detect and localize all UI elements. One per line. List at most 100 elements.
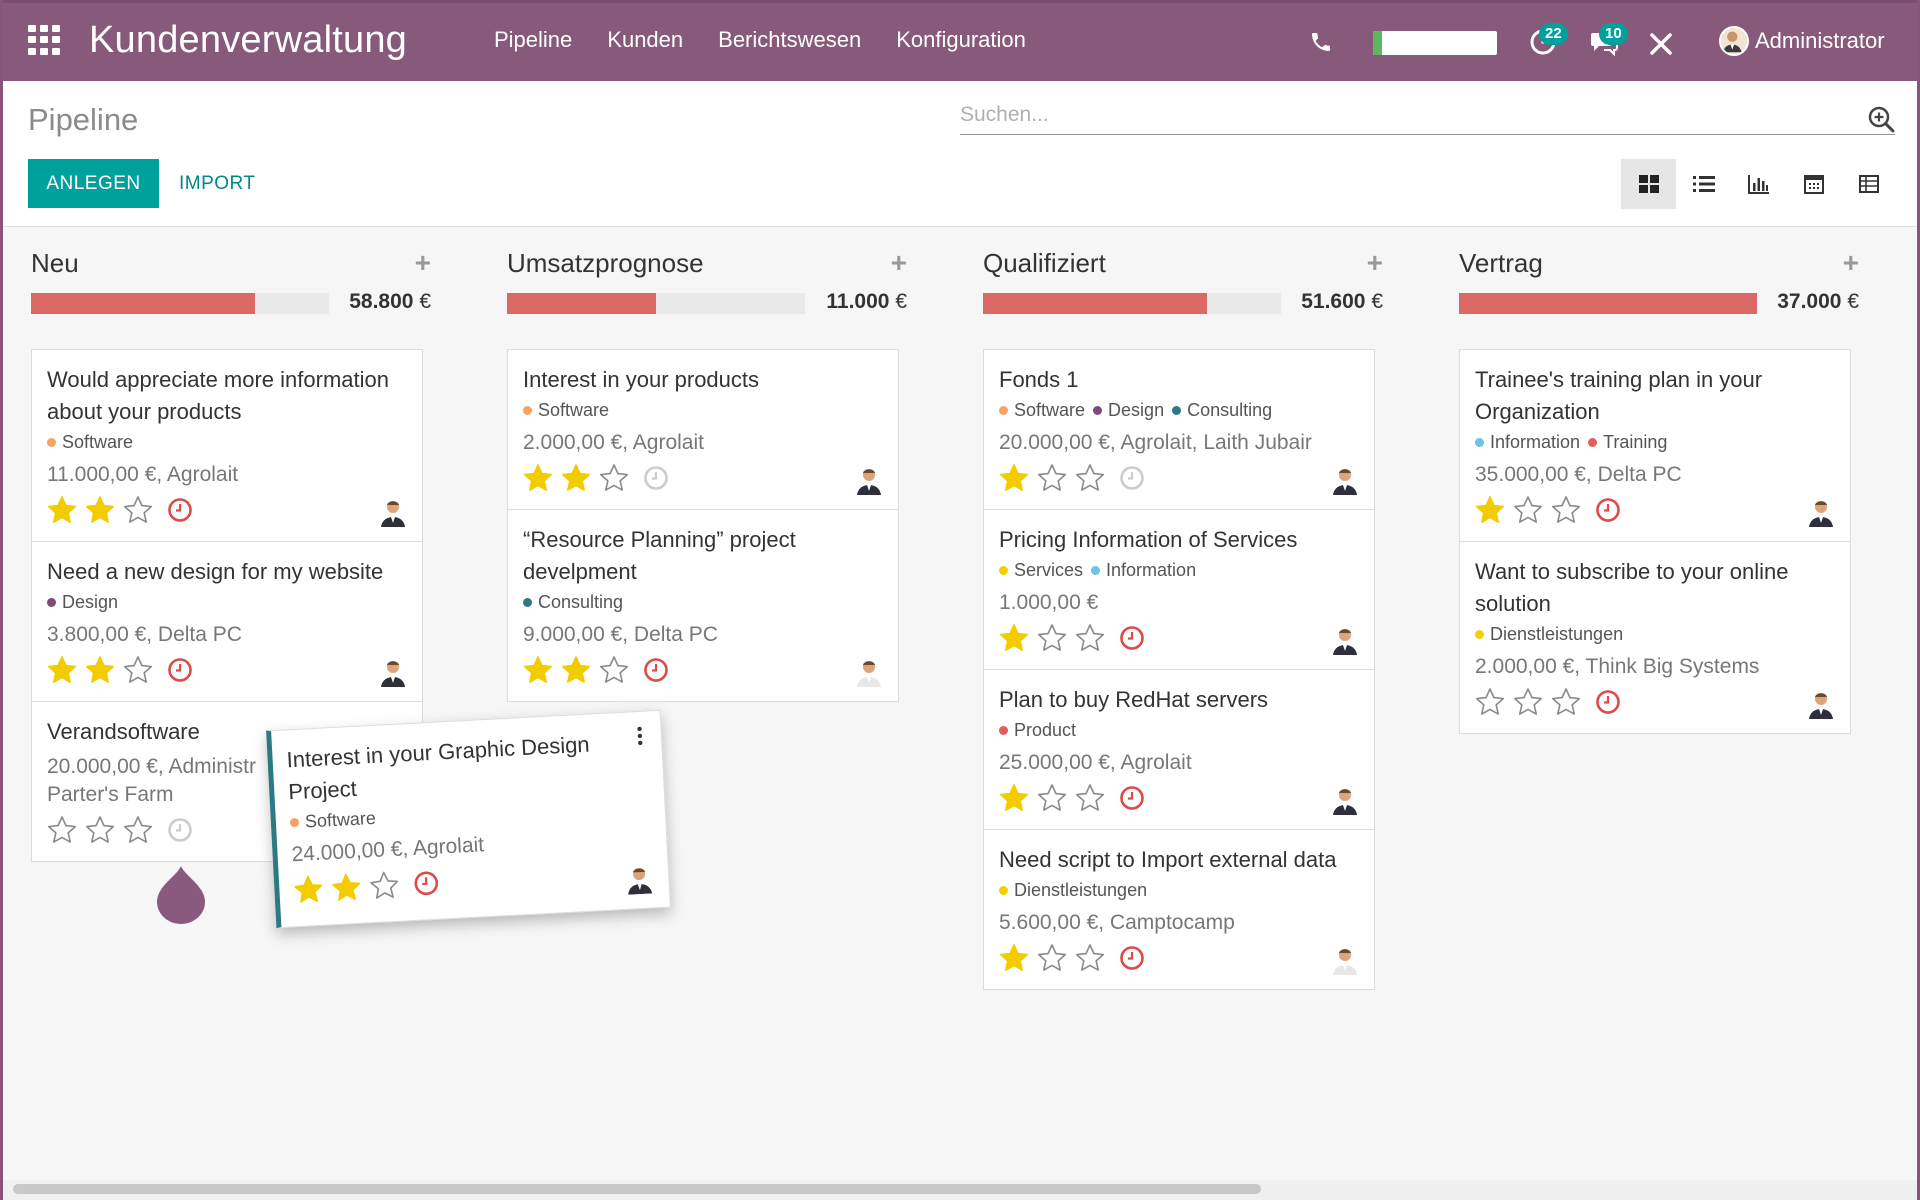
menu-item-pipeline[interactable]: Pipeline (494, 27, 573, 52)
opportunity-card[interactable]: Need script to Import external data Diens… (983, 830, 1375, 990)
create-button[interactable]: ANLEGEN (28, 159, 159, 208)
star-filled-icon[interactable] (1475, 495, 1505, 525)
star-empty-icon[interactable] (1037, 943, 1067, 973)
tag-color-dot (1475, 630, 1484, 639)
column-progress-bar[interactable] (507, 293, 805, 314)
star-empty-icon[interactable] (1075, 463, 1105, 493)
column-title[interactable]: Neu (31, 248, 79, 278)
tag-label: Information (1106, 560, 1197, 580)
star-empty-icon[interactable] (1551, 687, 1581, 717)
activity-clock-icon[interactable] (1595, 497, 1621, 523)
column-title[interactable]: Vertrag (1459, 248, 1543, 278)
tag-label: Software (538, 400, 610, 420)
column-add-icon[interactable]: + (890, 247, 907, 278)
opportunity-card[interactable]: Need a new design for my website Design 3.… (31, 542, 423, 702)
import-button[interactable]: IMPORT (179, 173, 256, 194)
activity-clock-icon[interactable] (167, 497, 193, 523)
pivot-view-button[interactable] (1841, 159, 1896, 209)
horizontal-scrollbar-thumb[interactable] (13, 1184, 1261, 1194)
column-progress-bar[interactable] (983, 293, 1281, 314)
star-empty-icon[interactable] (1513, 687, 1543, 717)
star-empty-icon[interactable] (599, 463, 629, 493)
activity-clock-icon[interactable] (643, 465, 669, 491)
star-empty-icon[interactable] (1475, 687, 1505, 717)
column-progress-bar[interactable] (1459, 293, 1757, 314)
card-tag: Software (47, 432, 133, 452)
star-filled-icon[interactable] (999, 943, 1029, 973)
star-empty-icon[interactable] (123, 655, 153, 685)
opportunity-card[interactable]: Fonds 1 Software Design Consulting 20.000,00… (983, 349, 1375, 510)
star-empty-icon[interactable] (369, 870, 401, 902)
activity-clock-icon[interactable] (1119, 465, 1145, 491)
opportunity-card[interactable]: Plan to buy RedHat servers Product 25.000,… (983, 670, 1375, 830)
star-empty-icon[interactable] (1075, 783, 1105, 813)
star-filled-icon[interactable] (523, 655, 553, 685)
menu-item-konfiguration[interactable]: Konfiguration (896, 27, 1026, 52)
star-empty-icon[interactable] (599, 655, 629, 685)
star-empty-icon[interactable] (1075, 623, 1105, 653)
card-footer (1475, 683, 1835, 721)
list-view-button[interactable] (1676, 159, 1731, 209)
dragged-card[interactable]: Interest in your Graphic Design Project … (266, 709, 671, 929)
calendar-view-button[interactable] (1786, 159, 1841, 209)
card-menu-icon[interactable] (636, 726, 643, 746)
graph-view-button[interactable] (1731, 159, 1786, 209)
star-filled-icon[interactable] (999, 783, 1029, 813)
star-filled-icon[interactable] (523, 463, 553, 493)
activity-clock-icon[interactable] (1119, 785, 1145, 811)
star-empty-icon[interactable] (47, 815, 77, 845)
star-filled-icon[interactable] (999, 623, 1029, 653)
drop-target-marker-icon (157, 866, 205, 924)
star-empty-icon[interactable] (1075, 943, 1105, 973)
column-title[interactable]: Qualifiziert (983, 248, 1106, 278)
column-progress-bar[interactable] (31, 293, 329, 314)
star-filled-icon[interactable] (85, 495, 115, 525)
search-input[interactable] (960, 99, 1840, 127)
card-tag: Software (289, 808, 376, 832)
activity-clock-icon[interactable] (1119, 625, 1145, 651)
column-add-icon[interactable]: + (1366, 247, 1383, 278)
activity-clock-icon[interactable] (1119, 945, 1145, 971)
column-add-icon[interactable]: + (414, 247, 431, 278)
activity-clock-icon[interactable] (167, 817, 193, 843)
star-empty-icon[interactable] (85, 815, 115, 845)
star-filled-icon[interactable] (47, 495, 77, 525)
star-empty-icon[interactable] (123, 815, 153, 845)
activity-clock-icon[interactable] (413, 870, 440, 897)
star-filled-icon[interactable] (293, 874, 325, 906)
star-filled-icon[interactable] (331, 872, 363, 904)
star-filled-icon[interactable] (561, 655, 591, 685)
column-add-icon[interactable]: + (1842, 247, 1859, 278)
activity-clock-icon[interactable] (167, 657, 193, 683)
user-menu[interactable]: Administrator (1719, 26, 1885, 56)
opportunity-card[interactable]: “Resource Planning” project develpment Co… (507, 510, 899, 702)
kanban-view-button[interactable] (1621, 159, 1676, 209)
opportunity-card[interactable]: Interest in your products Software 2.000,0… (507, 349, 899, 510)
search-options-icon[interactable] (1867, 105, 1895, 133)
menu-item-berichtswesen[interactable]: Berichtswesen (718, 27, 862, 52)
phone-icon[interactable] (1309, 30, 1333, 54)
debug-tools-icon[interactable] (1647, 30, 1675, 58)
star-filled-icon[interactable] (85, 655, 115, 685)
menu-item-kunden[interactable]: Kunden (607, 27, 684, 52)
star-empty-icon[interactable] (1037, 783, 1067, 813)
apps-menu-icon[interactable] (28, 25, 62, 55)
tag-color-dot (1172, 406, 1182, 415)
activity-clock-icon[interactable] (1595, 689, 1621, 715)
star-empty-icon[interactable] (123, 495, 153, 525)
star-filled-icon[interactable] (47, 655, 77, 685)
card-tag: Design (47, 592, 118, 612)
opportunity-card[interactable]: Pricing Information of Services Services I… (983, 510, 1375, 670)
star-empty-icon[interactable] (1037, 463, 1067, 493)
star-empty-icon[interactable] (1037, 623, 1067, 653)
opportunity-card[interactable]: Would appreciate more information about … (31, 349, 423, 542)
star-empty-icon[interactable] (1513, 495, 1543, 525)
card-customer: Parter's Farm (47, 783, 174, 806)
activity-clock-icon[interactable] (643, 657, 669, 683)
star-empty-icon[interactable] (1551, 495, 1581, 525)
opportunity-card[interactable]: Want to subscribe to your online solutio… (1459, 542, 1851, 734)
star-filled-icon[interactable] (999, 463, 1029, 493)
star-filled-icon[interactable] (561, 463, 591, 493)
column-title[interactable]: Umsatzprognose (507, 248, 704, 278)
opportunity-card[interactable]: Trainee's training plan in your Organiza… (1459, 349, 1851, 542)
